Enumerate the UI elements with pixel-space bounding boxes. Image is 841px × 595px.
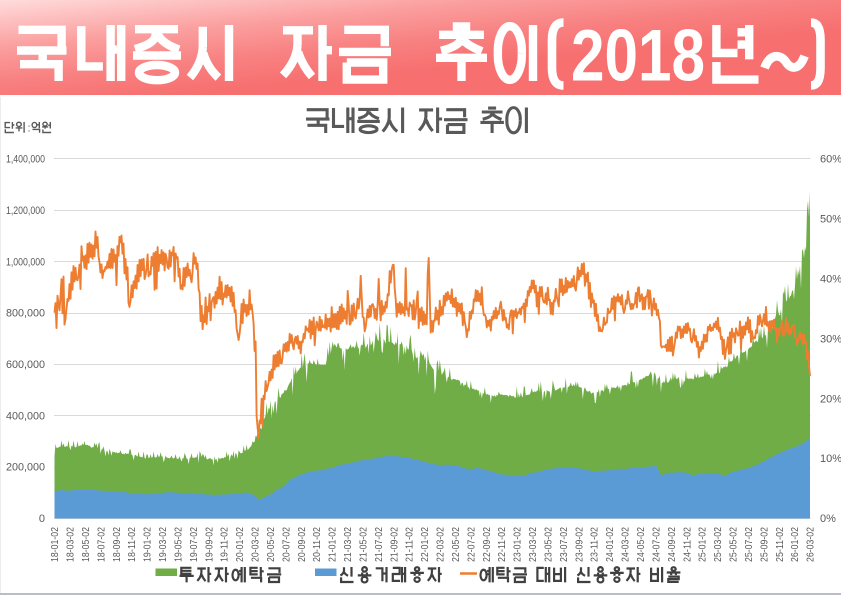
svg-text:19-09-02: 19-09-02 <box>203 527 215 562</box>
svg-text:23-01-02: 23-01-02 <box>512 527 524 562</box>
svg-text:21-11-02: 21-11-02 <box>404 527 416 562</box>
svg-text:22-01-02: 22-01-02 <box>419 527 431 562</box>
svg-text:19-11-02: 19-11-02 <box>219 527 231 562</box>
svg-text:24-11-02: 24-11-02 <box>681 527 693 562</box>
svg-text:30%: 30% <box>820 333 841 345</box>
svg-text:1,400,000: 1,400,000 <box>6 154 45 166</box>
svg-text:18-05-02: 18-05-02 <box>80 527 92 562</box>
svg-text:23-09-02: 23-09-02 <box>573 527 585 562</box>
svg-text:18-09-02: 18-09-02 <box>111 527 123 562</box>
svg-text:20-11-02: 20-11-02 <box>311 527 323 562</box>
svg-text:1,000,000: 1,000,000 <box>6 256 45 268</box>
svg-text::: : <box>28 123 31 135</box>
svg-text:24-03-02: 24-03-02 <box>620 527 632 562</box>
svg-text:22-11-02: 22-11-02 <box>496 527 508 562</box>
svg-text:20%: 20% <box>820 393 841 405</box>
svg-text:25-01-02: 25-01-02 <box>697 527 709 562</box>
svg-text:400,000: 400,000 <box>6 410 45 422</box>
svg-text:22-05-02: 22-05-02 <box>450 527 462 562</box>
svg-text:19-03-02: 19-03-02 <box>157 527 169 562</box>
svg-text:23-07-02: 23-07-02 <box>558 527 570 562</box>
svg-text:50%: 50% <box>820 214 841 226</box>
svg-text:19-01-02: 19-01-02 <box>142 527 154 562</box>
svg-text:600,000: 600,000 <box>6 359 45 371</box>
svg-text:25-03-02: 25-03-02 <box>712 527 724 562</box>
svg-text:21-09-02: 21-09-02 <box>388 527 400 562</box>
svg-text:21-05-02: 21-05-02 <box>358 527 370 562</box>
svg-text:20-01-02: 20-01-02 <box>234 527 246 562</box>
svg-text:24-07-02: 24-07-02 <box>650 527 662 562</box>
svg-text:1,200,000: 1,200,000 <box>6 205 45 217</box>
svg-text:22-07-02: 22-07-02 <box>465 527 477 562</box>
svg-text:21-01-02: 21-01-02 <box>327 527 339 562</box>
svg-text:200,000: 200,000 <box>6 462 45 474</box>
svg-text:60%: 60% <box>820 154 841 166</box>
svg-text:23-03-02: 23-03-02 <box>527 527 539 562</box>
svg-text:20-07-02: 20-07-02 <box>280 527 292 562</box>
svg-text:25-07-02: 25-07-02 <box>743 527 755 562</box>
svg-text:25-09-02: 25-09-02 <box>758 527 770 562</box>
svg-text:18-07-02: 18-07-02 <box>95 527 107 562</box>
svg-text:23-11-02: 23-11-02 <box>589 527 601 562</box>
svg-text:800,000: 800,000 <box>6 308 45 320</box>
svg-text:18-11-02: 18-11-02 <box>126 527 138 562</box>
svg-text:24-09-02: 24-09-02 <box>666 527 678 562</box>
svg-text:40%: 40% <box>820 273 841 285</box>
svg-text:18-01-02: 18-01-02 <box>49 527 61 562</box>
svg-text:10%: 10% <box>820 453 841 465</box>
svg-text:26-01-02: 26-01-02 <box>789 527 801 562</box>
svg-text:19-07-02: 19-07-02 <box>188 527 200 562</box>
svg-text:21-07-02: 21-07-02 <box>373 527 385 562</box>
svg-text:26-03-02: 26-03-02 <box>805 527 817 562</box>
svg-text:0%: 0% <box>820 513 836 525</box>
svg-text:20-09-02: 20-09-02 <box>296 527 308 562</box>
svg-text:24-01-02: 24-01-02 <box>604 527 616 562</box>
svg-text:25-11-02: 25-11-02 <box>774 527 786 562</box>
svg-text:20-03-02: 20-03-02 <box>250 527 262 562</box>
svg-text:22-03-02: 22-03-02 <box>435 527 447 562</box>
svg-text:21-03-02: 21-03-02 <box>342 527 354 562</box>
svg-text:20-05-02: 20-05-02 <box>265 527 277 562</box>
svg-text:22-09-02: 22-09-02 <box>481 527 493 562</box>
svg-text:19-05-02: 19-05-02 <box>172 527 184 562</box>
svg-text:25-05-02: 25-05-02 <box>728 527 740 562</box>
svg-text:24-05-02: 24-05-02 <box>635 527 647 562</box>
svg-text:18-03-02: 18-03-02 <box>65 527 77 562</box>
svg-text:0: 0 <box>39 513 45 525</box>
svg-text:2018: 2018 <box>571 16 705 97</box>
svg-text:23-05-02: 23-05-02 <box>543 527 555 562</box>
